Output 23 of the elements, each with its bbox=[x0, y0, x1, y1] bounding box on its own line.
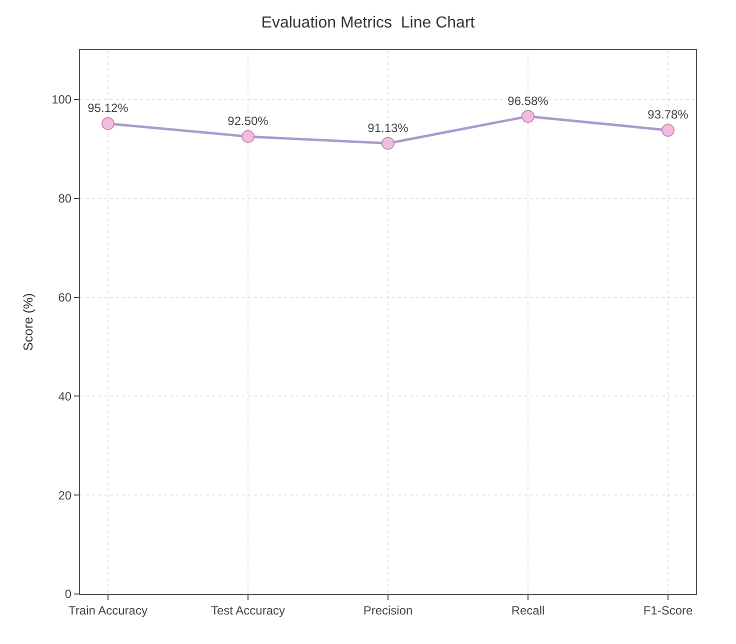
x-tick-label: Test Accuracy bbox=[210, 603, 286, 618]
x-tick-label: Precision bbox=[363, 603, 413, 618]
y-tick-label: 80 bbox=[58, 192, 72, 206]
point bbox=[382, 136, 394, 150]
data-label: 96.58% bbox=[508, 94, 549, 108]
point bbox=[102, 117, 114, 130]
y-axis-title: Score (%) bbox=[20, 293, 36, 351]
data-label: 93.78% bbox=[648, 108, 689, 122]
y-tick-label: 100 bbox=[52, 92, 72, 107]
point bbox=[522, 110, 534, 123]
x-tick-label: Train Accuracy bbox=[68, 603, 148, 618]
point bbox=[662, 124, 674, 137]
y-tick-label: 20 bbox=[58, 488, 72, 502]
y-tick-label: 40 bbox=[58, 389, 72, 404]
data-label: 95.12% bbox=[88, 101, 129, 116]
x-tick-label: F1-Score bbox=[643, 603, 693, 618]
data-label: 91.13% bbox=[368, 120, 409, 135]
data-label: 92.50% bbox=[228, 114, 269, 128]
x-tick-label: Recall bbox=[511, 603, 545, 618]
point bbox=[242, 130, 254, 144]
y-tick-label: 0 bbox=[64, 587, 72, 602]
chart-title: Evaluation Metrics Line Chart bbox=[261, 14, 476, 32]
y-tick-label: 60 bbox=[58, 290, 72, 304]
